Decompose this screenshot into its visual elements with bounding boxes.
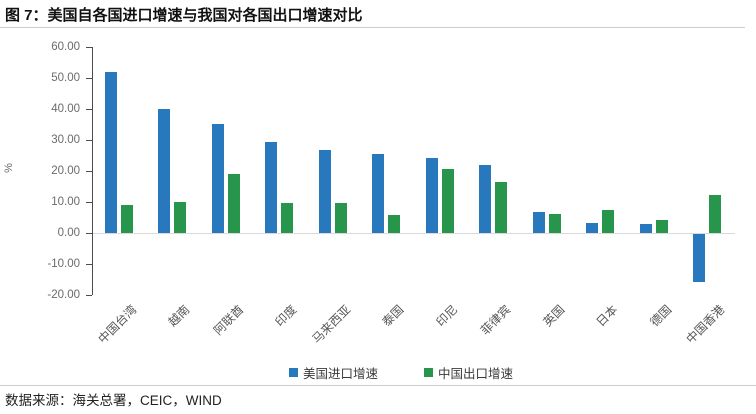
china-export-bar — [281, 202, 294, 233]
us-import-bar — [532, 211, 545, 233]
china-export-bar — [174, 202, 187, 233]
y-axis-unit-label: % — [2, 163, 15, 173]
china-export-bar — [602, 209, 615, 233]
x-category-label: 马来西亚 — [309, 302, 354, 347]
china-export-bar — [334, 202, 347, 233]
figure-title: 图 7：美国自各国进口增速与我国对各国出口增速对比 — [5, 7, 363, 24]
us-import-bar — [104, 71, 117, 233]
x-category-label: 中国台湾 — [95, 302, 140, 347]
y-tick-label: 40.00 — [51, 103, 80, 115]
y-tick-mark — [86, 140, 92, 141]
us-import-bar — [639, 223, 652, 233]
zero-gridline — [93, 233, 735, 234]
y-tick-mark — [86, 47, 92, 48]
us-import-bar — [479, 165, 492, 233]
us-import-bar — [265, 142, 278, 233]
us-import-bar — [693, 234, 706, 283]
y-tick-label: -20.00 — [47, 289, 80, 301]
legend-swatch-us-import — [289, 368, 298, 377]
y-tick-label: 50.00 — [51, 72, 80, 84]
y-tick-mark — [86, 202, 92, 203]
us-import-bar — [425, 157, 438, 233]
y-tick-label: 60.00 — [51, 41, 80, 53]
china-export-bar — [709, 195, 722, 233]
china-export-bar — [227, 174, 240, 233]
x-category-label: 阿联酋 — [210, 302, 247, 338]
china-export-bar — [655, 219, 668, 233]
x-category-label: 日本 — [593, 302, 621, 330]
legend-item-china-export: 中国出口增速 — [424, 363, 513, 382]
y-tick-mark — [86, 233, 92, 234]
legend: 美国进口增速 中国出口增速 — [289, 363, 513, 382]
x-category-label: 中国香港 — [683, 302, 728, 347]
legend-item-us-import: 美国进口增速 — [289, 363, 378, 382]
y-tick-mark — [86, 109, 92, 110]
y-tick-label: 0.00 — [57, 227, 80, 239]
y-tick-mark — [86, 264, 92, 265]
y-tick-label: 20.00 — [51, 165, 80, 177]
x-category-label: 越南 — [165, 302, 193, 330]
x-category-label: 英国 — [540, 302, 568, 330]
legend-swatch-china-export — [424, 368, 434, 377]
y-axis-line — [92, 47, 93, 295]
x-category-label: 印度 — [272, 302, 300, 330]
y-tick-label: 30.00 — [51, 134, 80, 146]
legend-label-us-import: 美国进口增速 — [303, 367, 379, 381]
x-category-label: 德国 — [647, 302, 675, 330]
china-export-bar — [495, 181, 508, 233]
y-tick-label: -10.00 — [47, 258, 80, 270]
china-export-bar — [388, 215, 401, 233]
footer-divider — [0, 385, 756, 386]
us-import-bar — [211, 123, 224, 233]
y-tick-mark — [86, 295, 92, 296]
x-category-label: 印尼 — [433, 302, 461, 330]
us-import-bar — [318, 149, 331, 233]
x-category-label: 菲律宾 — [478, 302, 514, 338]
us-import-bar — [372, 153, 385, 233]
title-divider — [0, 27, 745, 28]
data-source-note: 数据来源：海关总署，CEIC，WIND — [5, 393, 222, 408]
us-import-bar — [586, 223, 599, 233]
y-tick-label: 10.00 — [51, 196, 80, 208]
x-category-label: 泰国 — [379, 302, 407, 330]
y-tick-mark — [86, 78, 92, 79]
y-tick-mark — [86, 171, 92, 172]
us-import-bar — [158, 109, 171, 233]
china-export-bar — [120, 205, 133, 233]
china-export-bar — [548, 214, 561, 233]
china-export-bar — [441, 168, 454, 233]
legend-label-china-export: 中国出口增速 — [438, 367, 514, 381]
